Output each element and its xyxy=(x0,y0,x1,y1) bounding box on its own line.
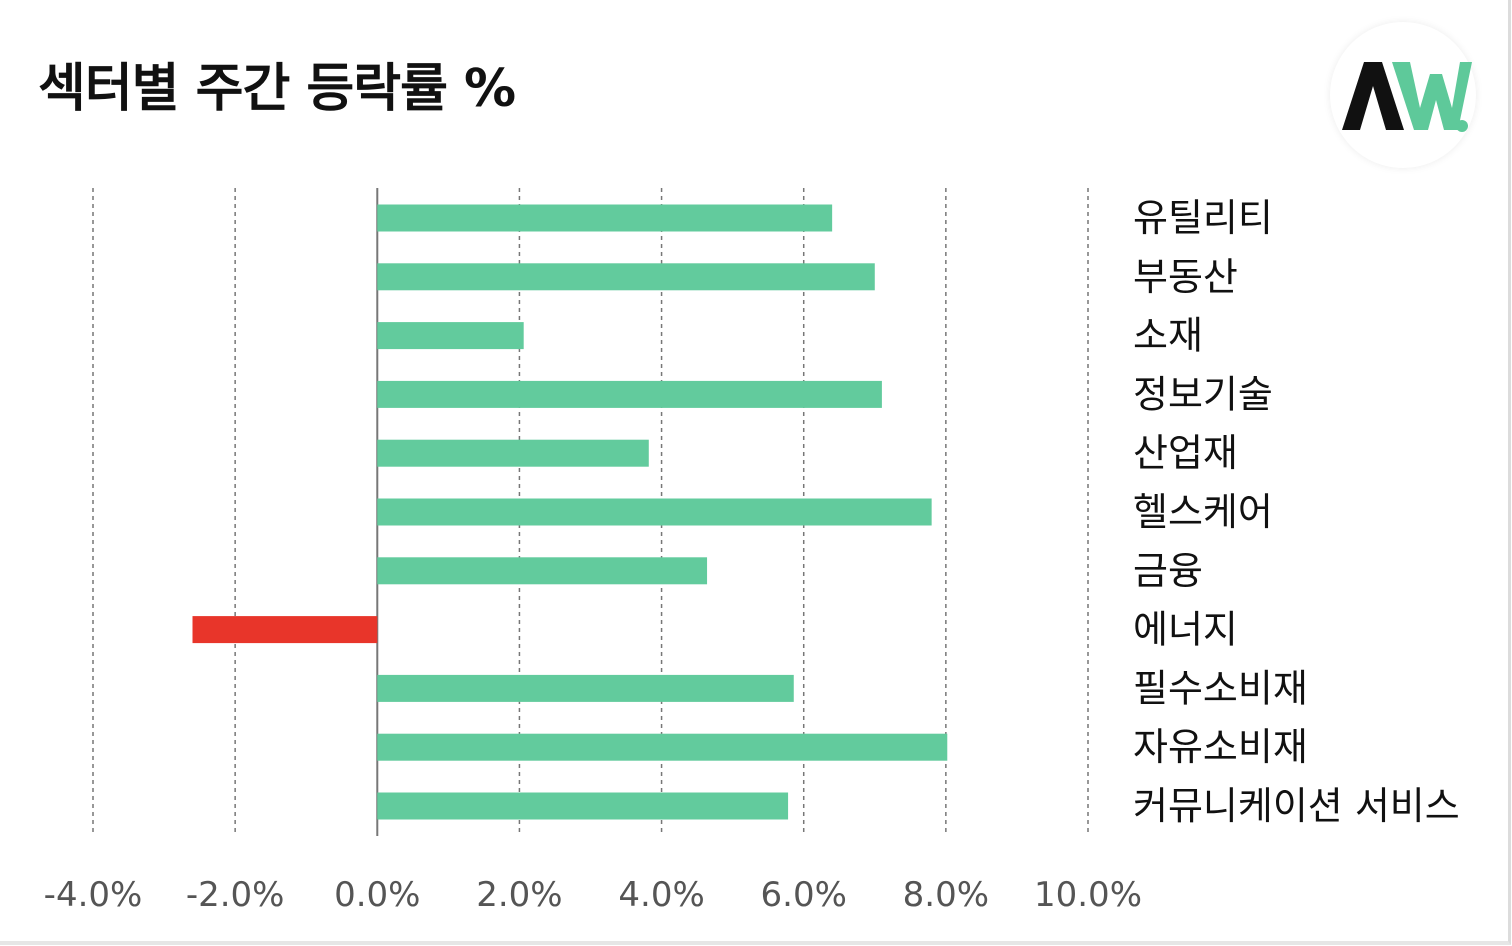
category-label: 커뮤니케이션 서비스 xyxy=(1133,784,1460,828)
x-tick-label: -2.0% xyxy=(186,875,285,915)
x-tick-labels: -4.0% -2.0% 0.0% 2.0% 4.0% 6.0% 8.0% 10.0% xyxy=(44,875,1142,915)
bars xyxy=(192,204,948,820)
bar-1 xyxy=(377,204,833,232)
chart-title: 섹터별 주간 등락률 % xyxy=(38,59,516,119)
bar-9 xyxy=(377,674,794,702)
logo-letter-w xyxy=(1392,62,1472,130)
x-tick-label: 10.0% xyxy=(1034,875,1142,915)
x-tick-label: 0.0% xyxy=(334,875,420,915)
category-label: 정보기술 xyxy=(1133,372,1273,416)
bar-5 xyxy=(377,439,649,467)
bar-3 xyxy=(377,322,524,350)
x-tick-label: -4.0% xyxy=(44,875,143,915)
bar-7 xyxy=(377,557,708,585)
x-tick-label: 2.0% xyxy=(476,875,562,915)
category-label: 금융 xyxy=(1133,549,1203,593)
x-tick-label: 8.0% xyxy=(903,875,989,915)
category-label: 유틸리티 xyxy=(1133,196,1273,240)
x-tick-label: 4.0% xyxy=(618,875,704,915)
bar-11 xyxy=(377,792,789,820)
category-label: 산업재 xyxy=(1133,431,1238,475)
bar-6 xyxy=(377,498,932,526)
category-label: 필수소비재 xyxy=(1133,666,1308,710)
logo xyxy=(1330,22,1476,168)
category-label: 부동산 xyxy=(1133,255,1238,299)
bar-8 xyxy=(192,616,378,644)
bar-4 xyxy=(377,380,882,408)
category-labels: 유틸리티부동산소재정보기술산업재헬스케어금융에너지필수소비재자유소비재커뮤니케이… xyxy=(1133,196,1460,828)
x-tick-label: 6.0% xyxy=(761,875,847,915)
category-label: 에너지 xyxy=(1133,608,1238,652)
category-label: 헬스케어 xyxy=(1133,490,1273,534)
category-label: 소재 xyxy=(1133,314,1203,358)
category-label: 자유소비재 xyxy=(1133,725,1308,769)
aw-logo-icon xyxy=(1342,62,1472,132)
logo-letter-a xyxy=(1342,62,1404,130)
logo-dot xyxy=(1456,120,1468,132)
bar-10 xyxy=(377,733,948,761)
bar-2 xyxy=(377,263,875,291)
